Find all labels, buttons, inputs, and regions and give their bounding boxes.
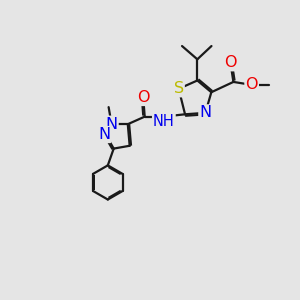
- Text: NH: NH: [153, 114, 175, 129]
- Text: N: N: [199, 105, 212, 120]
- Text: N: N: [98, 127, 110, 142]
- Text: O: O: [137, 90, 149, 105]
- Text: N: N: [106, 117, 118, 132]
- Text: O: O: [245, 77, 258, 92]
- Text: O: O: [224, 55, 237, 70]
- Text: S: S: [174, 81, 184, 96]
